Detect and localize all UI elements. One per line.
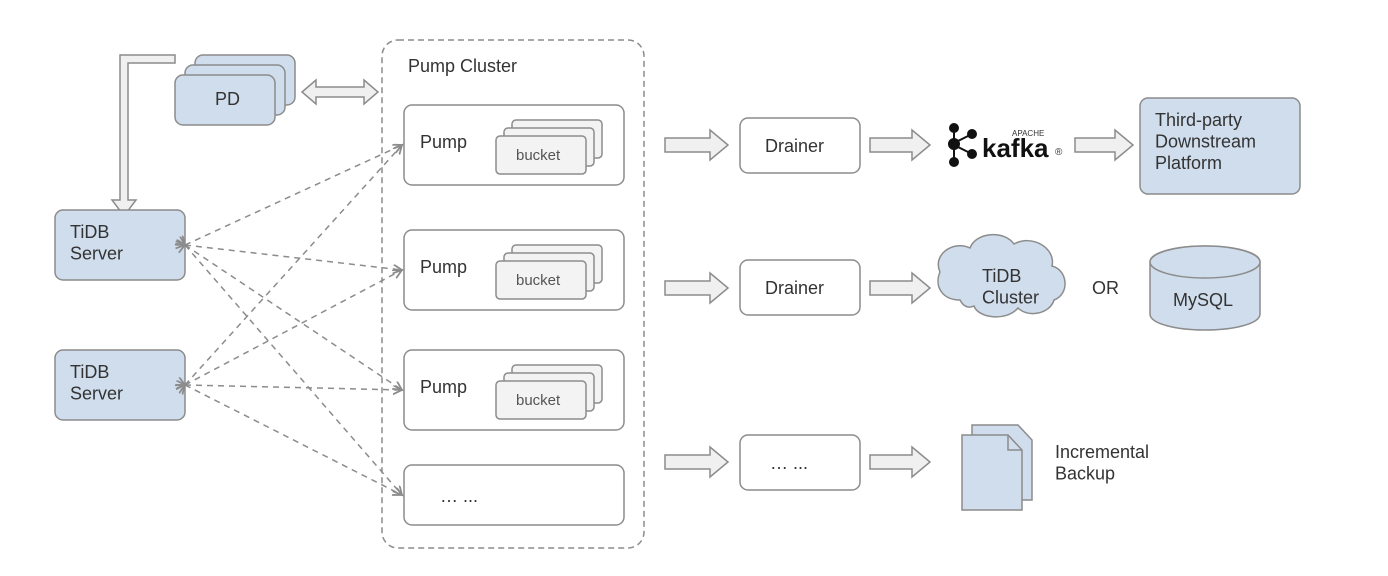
- tidb-server-2: TiDBServer: [55, 350, 185, 420]
- svg-text:Pump: Pump: [420, 257, 467, 277]
- kafka-logo: APACHE kafka ®: [949, 124, 1063, 166]
- svg-text:®: ®: [1055, 147, 1063, 158]
- pump-ellipsis: … ...: [404, 465, 624, 525]
- dashed-edges: [185, 145, 402, 495]
- svg-text:Pump: Pump: [420, 132, 467, 152]
- pump-cluster-label: Pump Cluster: [408, 56, 517, 76]
- pump-3: Pump bucket: [404, 350, 624, 430]
- file-stack-icon: [962, 425, 1032, 510]
- pump-2: Pump bucket: [404, 230, 624, 310]
- pd-label: PD: [215, 89, 240, 109]
- elbow-arrow-pd-tidb: [112, 55, 175, 216]
- svg-text:… ...: … ...: [770, 453, 808, 473]
- drainer-1: Drainer: [740, 118, 860, 173]
- mysql-cylinder: MySQL: [1150, 246, 1260, 330]
- right-arrows: [665, 130, 1133, 477]
- svg-text:bucket: bucket: [516, 392, 561, 409]
- svg-text:Pump: Pump: [420, 377, 467, 397]
- pump-1: Pump bucket: [404, 105, 624, 185]
- kafka-label: kafka: [982, 133, 1049, 163]
- svg-text:bucket: bucket: [516, 147, 561, 164]
- svg-text:Drainer: Drainer: [765, 278, 824, 298]
- double-arrow-pd-pump: [302, 80, 378, 104]
- drainer-2: Drainer: [740, 260, 860, 315]
- svg-text:Drainer: Drainer: [765, 136, 824, 156]
- pd-stack: PD: [175, 55, 295, 125]
- svg-text:bucket: bucket: [516, 272, 561, 289]
- drainer-ellipsis: … ...: [740, 435, 860, 490]
- mysql-label: MySQL: [1173, 290, 1233, 310]
- incremental-backup-label: IncrementalBackup: [1055, 442, 1149, 484]
- or-label: OR: [1092, 278, 1119, 298]
- svg-text:… ...: … ...: [440, 486, 478, 506]
- tidb-server-1: TiDBServer: [55, 210, 185, 280]
- tidb-cluster-cloud: TiDBCluster: [938, 235, 1065, 317]
- third-party-box: Third-partyDownstreamPlatform: [1140, 98, 1300, 194]
